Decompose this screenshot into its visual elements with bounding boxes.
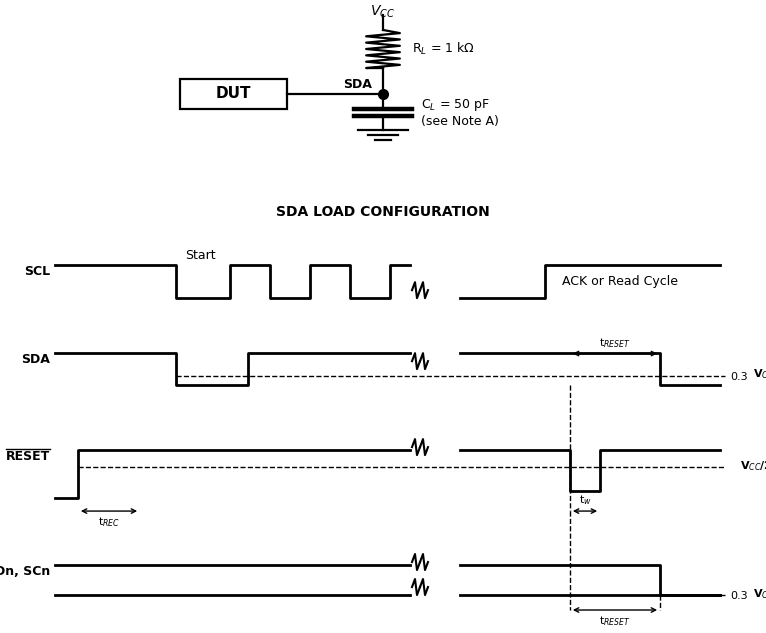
Text: t$_{REC}$: t$_{REC}$ xyxy=(98,515,120,529)
Text: Start: Start xyxy=(185,249,215,262)
Text: SDA: SDA xyxy=(342,78,372,91)
Text: V$_{CC}$: V$_{CC}$ xyxy=(753,587,766,601)
Text: R$_L$ = 1 kΩ: R$_L$ = 1 kΩ xyxy=(412,41,475,57)
Text: 0.3: 0.3 xyxy=(730,372,748,382)
Text: SDA LOAD CONFIGURATION: SDA LOAD CONFIGURATION xyxy=(276,205,490,219)
Text: DUT: DUT xyxy=(216,87,251,101)
Text: ACK or Read Cycle: ACK or Read Cycle xyxy=(562,275,678,288)
Text: t$_{RESET}$: t$_{RESET}$ xyxy=(599,335,631,349)
Text: RESET: RESET xyxy=(6,450,50,463)
Text: t$_w$: t$_w$ xyxy=(578,493,591,507)
Text: V$_{CC}$: V$_{CC}$ xyxy=(371,4,395,20)
Text: 0.3: 0.3 xyxy=(730,591,748,601)
Text: SCL: SCL xyxy=(24,265,50,278)
Text: SDn, SCn: SDn, SCn xyxy=(0,565,50,578)
Text: C$_L$ = 50 pF
(see Note A): C$_L$ = 50 pF (see Note A) xyxy=(421,97,499,128)
Text: V$_{CC}$: V$_{CC}$ xyxy=(753,368,766,382)
Text: t$_{RESET}$: t$_{RESET}$ xyxy=(599,614,631,628)
Text: V$_{CC}$/2: V$_{CC}$/2 xyxy=(740,460,766,473)
Bar xyxy=(180,79,287,109)
Text: SDA: SDA xyxy=(21,353,50,366)
